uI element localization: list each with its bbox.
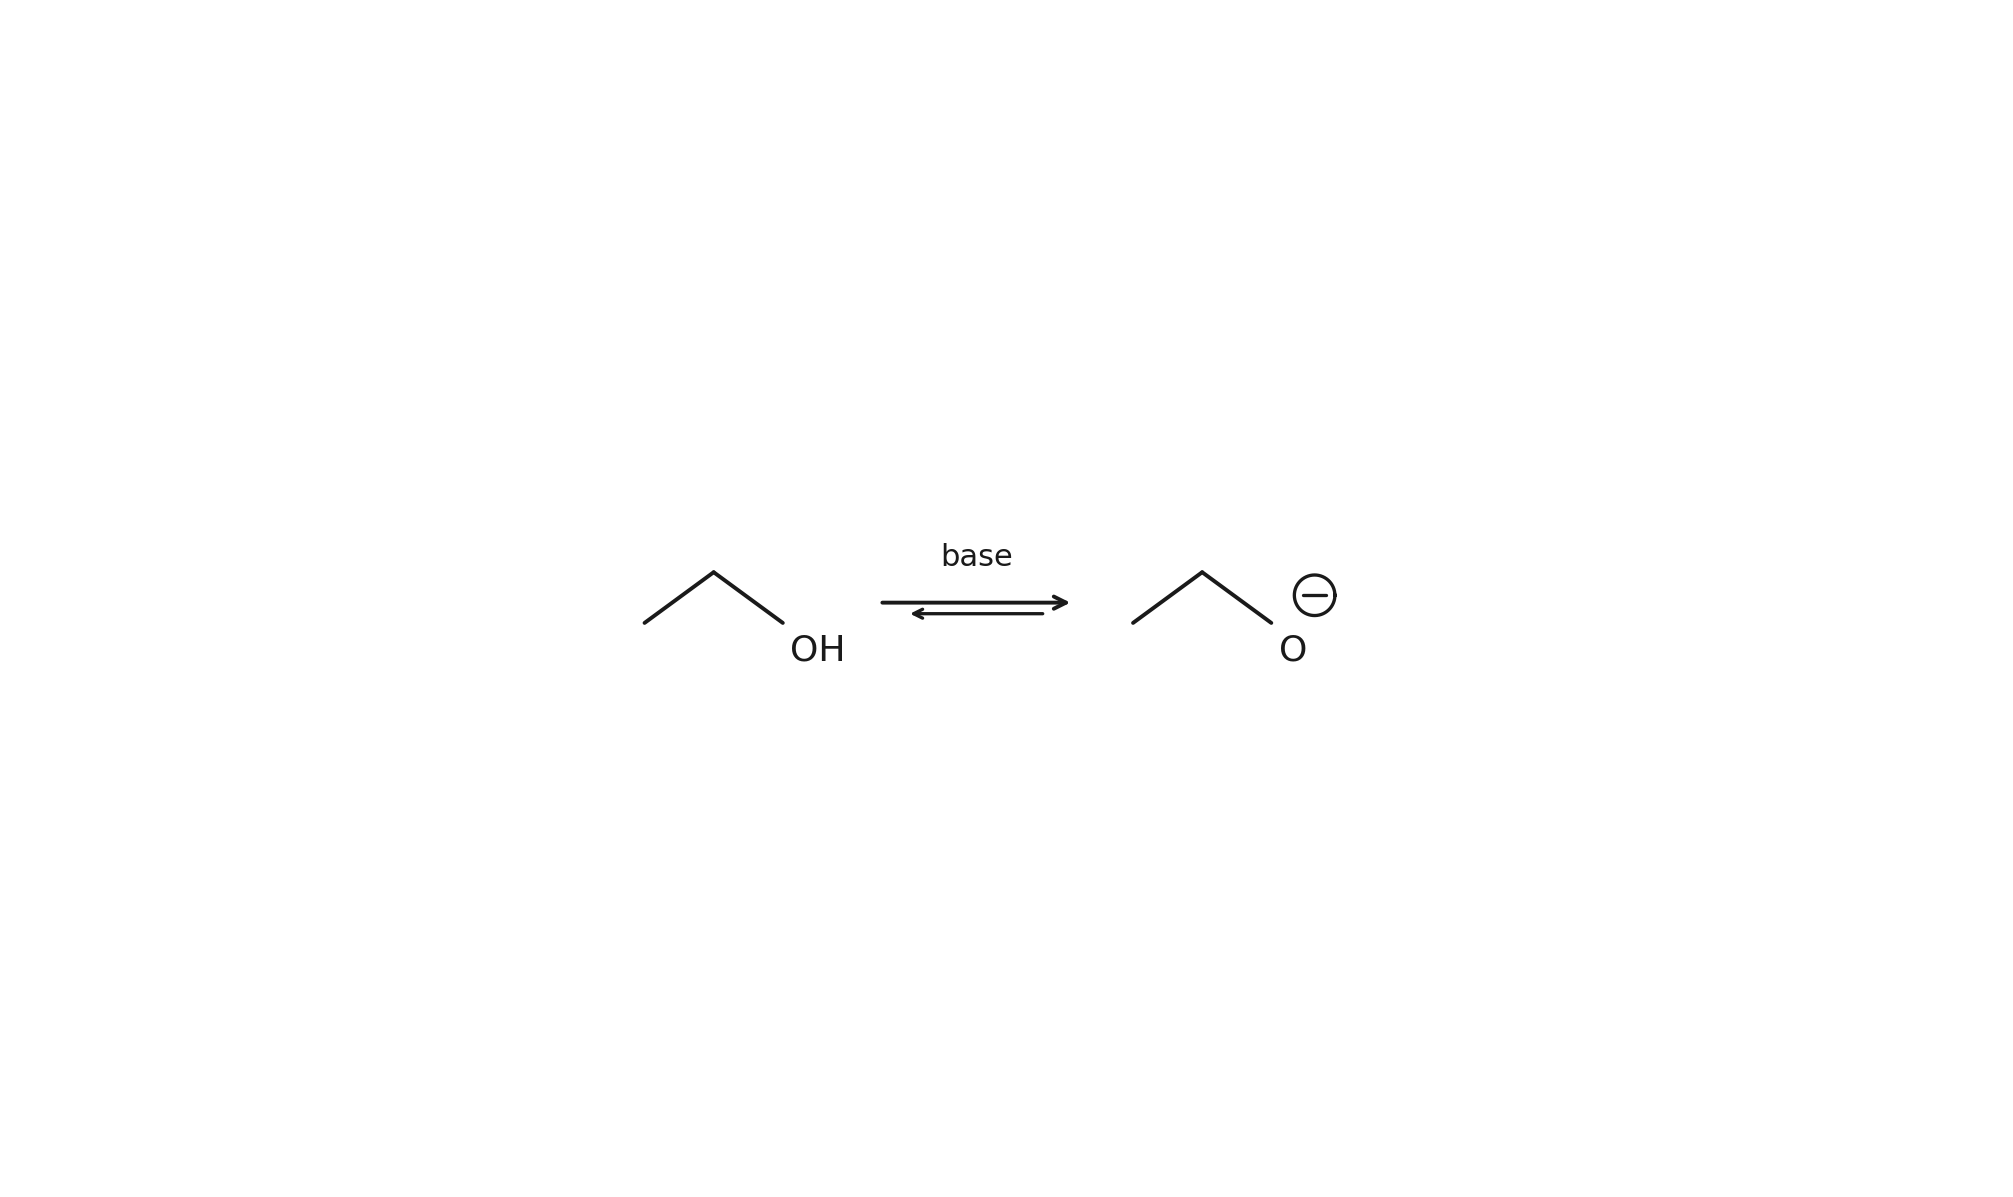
Text: base: base (940, 543, 1013, 572)
Text: O: O (1278, 634, 1306, 668)
Text: OH: OH (791, 634, 845, 668)
